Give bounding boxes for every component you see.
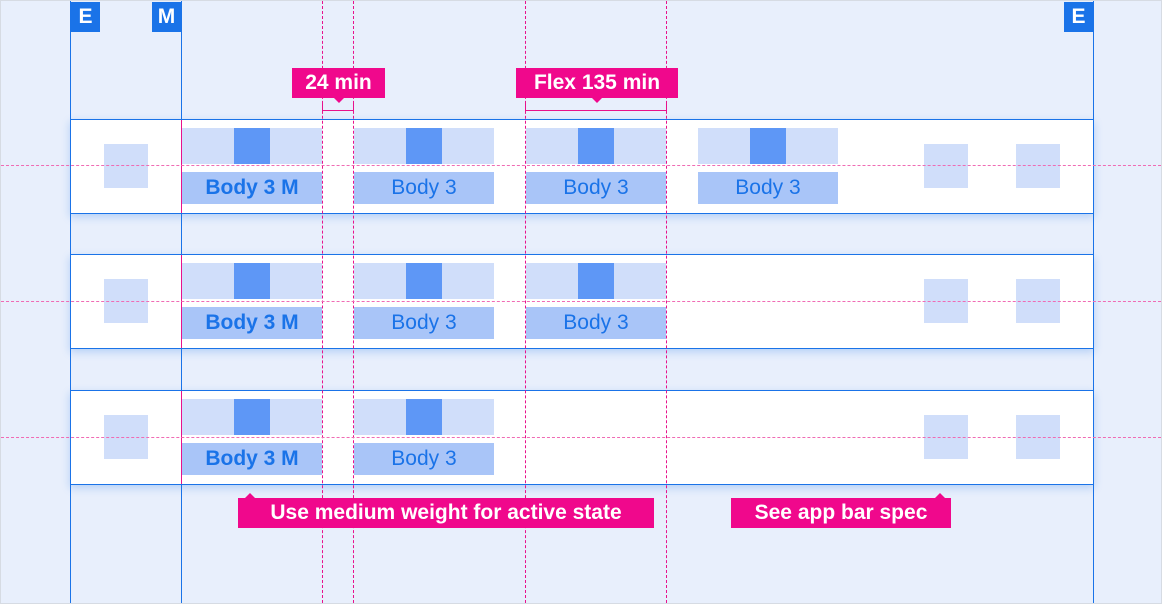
active-state-annotation: Use medium weight for active state — [238, 498, 654, 528]
tab[interactable]: Body 3 — [354, 263, 494, 339]
guide-line — [353, 1, 354, 603]
tab-label: Body 3 — [698, 172, 838, 204]
tab-label: Body 3 — [354, 172, 494, 204]
guide-line — [525, 1, 526, 603]
tab-icon — [406, 399, 442, 435]
tab-icon — [234, 128, 270, 164]
tab-icon — [406, 128, 442, 164]
margin-badge: M — [152, 2, 181, 32]
tab-label: Body 3 — [526, 172, 666, 204]
app-bar-annotation: See app bar spec — [731, 498, 951, 528]
tab[interactable]: Body 3 — [526, 128, 666, 204]
center-guide — [1, 301, 1161, 302]
flex-annotation: Flex 135 min — [516, 68, 678, 103]
action-icon-placeholder — [1016, 144, 1060, 188]
tab[interactable]: Body 3 M — [182, 128, 322, 204]
tab-icon — [234, 399, 270, 435]
edge-badge-right: E — [1064, 2, 1093, 32]
tab-label: Body 3 — [354, 443, 494, 475]
annotation-pointer — [245, 493, 255, 498]
tab[interactable]: Body 3 M — [182, 263, 322, 339]
nav-icon-placeholder — [104, 144, 148, 188]
edge-badge-left: E — [71, 2, 100, 32]
gap-bracket — [322, 102, 354, 111]
tab-icon — [578, 263, 614, 299]
tab-bar-example: Body 3 M Body 3 Body 3 Body 3 — [70, 119, 1094, 214]
tab-icon — [750, 128, 786, 164]
gap-annotation: 24 min — [292, 68, 385, 103]
tab[interactable]: Body 3 — [354, 128, 494, 204]
annotation-pointer — [935, 493, 945, 498]
tab-label: Body 3 M — [182, 172, 322, 204]
tab-icon — [234, 263, 270, 299]
margin-edge — [181, 120, 182, 213]
tab[interactable]: Body 3 — [698, 128, 838, 204]
tab[interactable]: Body 3 — [526, 263, 666, 339]
tab-label: Body 3 M — [182, 307, 322, 339]
action-icon-placeholder — [924, 144, 968, 188]
tab-label: Body 3 M — [182, 443, 322, 475]
flex-bracket — [525, 102, 667, 111]
guide-line — [322, 1, 323, 603]
tab-icon — [406, 263, 442, 299]
tab-label: Body 3 — [354, 307, 494, 339]
guide-line — [666, 1, 667, 603]
center-guide — [1, 437, 1161, 438]
tab[interactable]: Body 3 M — [182, 399, 322, 475]
tab-icon — [578, 128, 614, 164]
tab-label: Body 3 — [526, 307, 666, 339]
center-guide — [1, 165, 1161, 166]
tab[interactable]: Body 3 — [354, 399, 494, 475]
